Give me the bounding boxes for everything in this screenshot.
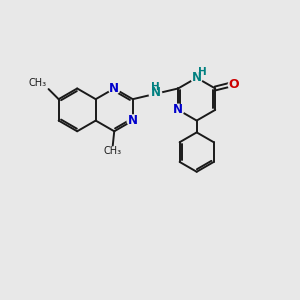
Text: N: N [192, 71, 202, 84]
Text: O: O [229, 78, 239, 92]
Circle shape [172, 104, 184, 116]
Circle shape [149, 88, 162, 100]
Circle shape [109, 83, 120, 94]
Text: N: N [109, 82, 119, 95]
Text: CH₃: CH₃ [104, 146, 122, 156]
Circle shape [228, 79, 240, 91]
Text: H: H [151, 82, 160, 92]
Text: H: H [198, 68, 206, 77]
Text: N: N [128, 114, 138, 127]
Text: N: N [173, 103, 183, 116]
Text: N: N [151, 86, 160, 99]
Circle shape [191, 72, 202, 83]
Circle shape [127, 115, 138, 126]
Text: CH₃: CH₃ [29, 79, 47, 88]
